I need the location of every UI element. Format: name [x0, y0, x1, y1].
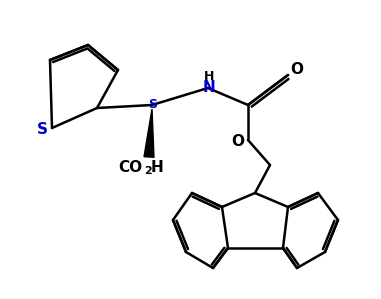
Text: O: O	[290, 62, 304, 77]
Text: O: O	[232, 135, 245, 150]
Text: S: S	[149, 97, 157, 111]
Text: H: H	[204, 71, 214, 83]
Text: H: H	[151, 161, 164, 176]
Polygon shape	[144, 109, 154, 157]
Text: 2: 2	[144, 166, 152, 176]
Text: S: S	[37, 123, 48, 138]
Text: CO: CO	[118, 161, 142, 176]
Text: N: N	[203, 80, 215, 95]
